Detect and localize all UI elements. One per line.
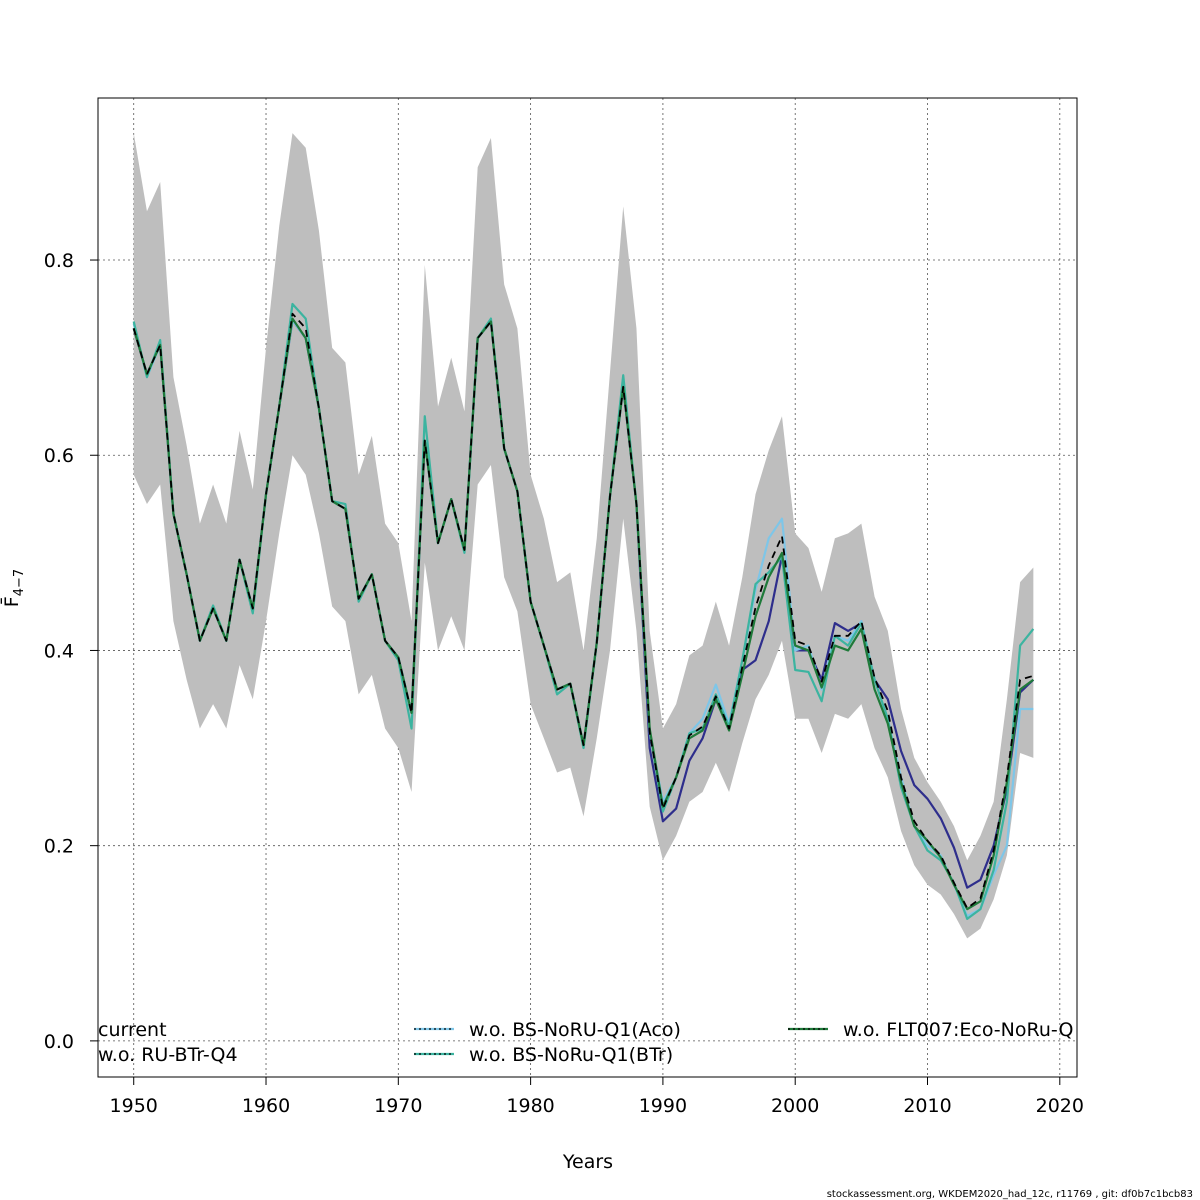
x-tick-label: 2020 bbox=[1036, 1095, 1084, 1117]
footer-note: stockassessment.org, WKDEM2020_had_12c, … bbox=[827, 1189, 1193, 1200]
legend-label: w.o. RU-BTr-Q4 bbox=[98, 1044, 238, 1066]
y-tick-label: 0.6 bbox=[44, 445, 74, 467]
y-axis: 0.0 0.2 0.4 0.6 0.8 bbox=[44, 250, 99, 1053]
y-tick-label: 0.4 bbox=[44, 640, 74, 662]
y-axis-title-sub: 4−7 bbox=[12, 569, 27, 596]
y-axis-title-main: F̄ bbox=[0, 596, 23, 607]
legend-body: current w.o. RU-BTr-Q4 w.o. BS-NoRU-Q1(Aco… bbox=[98, 1019, 1073, 1066]
legend-label: current bbox=[98, 1019, 167, 1041]
x-tick-label: 2000 bbox=[771, 1095, 819, 1117]
y-tick-label: 0.0 bbox=[44, 1031, 74, 1053]
svg-text:F̄4−7: F̄4−7 bbox=[0, 569, 27, 607]
x-axis: 1950 1960 1970 1980 1990 2000 2010 2020 bbox=[110, 1076, 1084, 1117]
legend-label: w.o. FLT007:Eco-NoRu-Q bbox=[843, 1019, 1073, 1041]
x-axis-title: Years bbox=[562, 1151, 613, 1173]
legend: current w.o. RU-BTr-Q4 w.o. BS-NoRU-Q1(Aco… bbox=[98, 1019, 1073, 1066]
y-tick-label: 0.8 bbox=[44, 250, 74, 272]
x-tick-label: 1960 bbox=[242, 1095, 290, 1117]
series-line-0 bbox=[132, 312, 1034, 910]
legend-label: w.o. BS-NoRu-Q1(BTr) bbox=[469, 1044, 673, 1066]
y-axis-title: F̄4−7 bbox=[0, 569, 27, 607]
confidence-band-layer bbox=[133, 133, 1034, 939]
x-tick-label: 2010 bbox=[903, 1095, 951, 1117]
x-tick-label: 1970 bbox=[374, 1095, 422, 1117]
y-tick-label: 0.2 bbox=[44, 836, 74, 858]
legend-label: w.o. BS-NoRU-Q1(Aco) bbox=[469, 1019, 681, 1041]
x-tick-label: 1980 bbox=[506, 1095, 554, 1117]
x-tick-label: 1990 bbox=[639, 1095, 687, 1117]
x-tick-label: 1950 bbox=[110, 1095, 158, 1117]
series-layer bbox=[132, 302, 1035, 920]
confidence-band bbox=[133, 133, 1034, 939]
